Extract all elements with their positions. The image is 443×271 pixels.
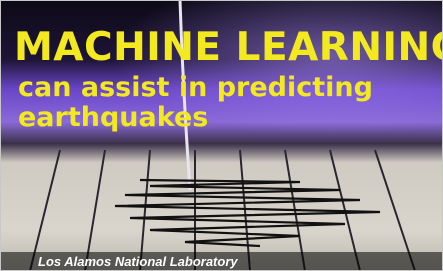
- headline-line2: can assist in predicting: [18, 72, 373, 103]
- page: MACHINE LEARNING can assist in predictin…: [0, 0, 443, 271]
- thumbnail: MACHINE LEARNING can assist in predictin…: [0, 0, 443, 271]
- headline-line3: earthquakes: [18, 102, 208, 133]
- headline-line1: MACHINE LEARNING: [14, 25, 443, 70]
- caption: Los Alamos National Laboratory: [38, 254, 238, 269]
